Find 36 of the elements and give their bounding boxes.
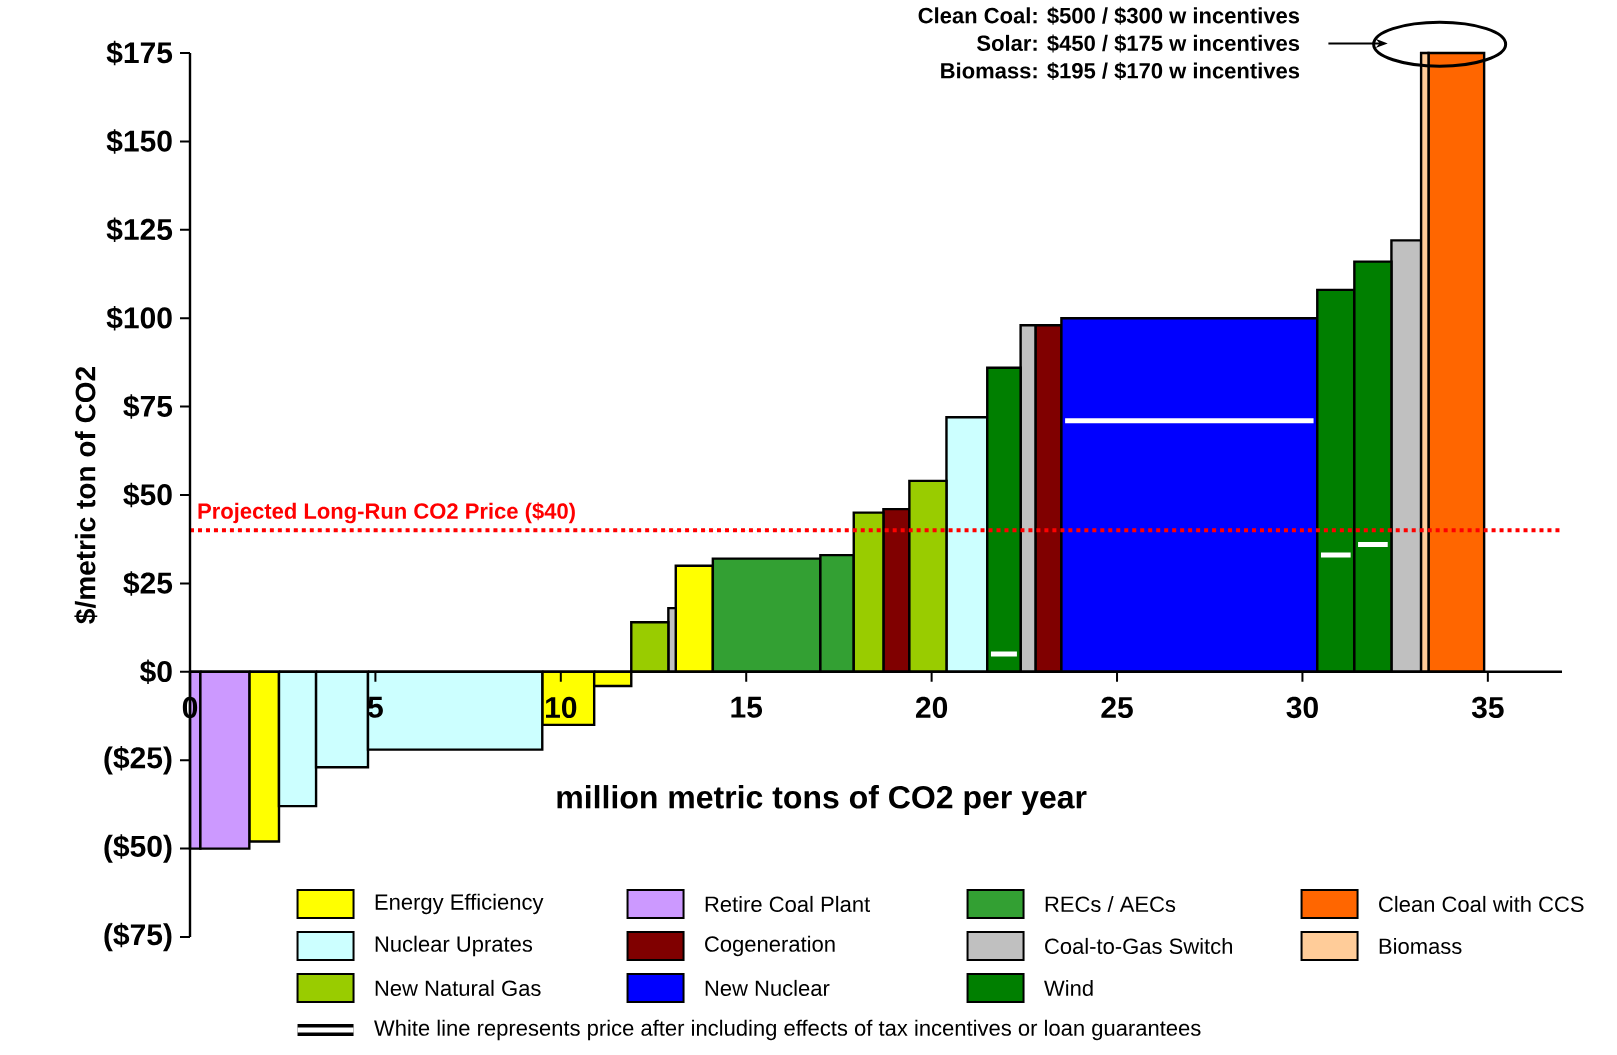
legend-label: RECs / AECs <box>1045 895 1176 913</box>
legend-label: Cogeneration <box>705 935 835 957</box>
x-tick-label: 15 <box>731 696 763 718</box>
y-tick-label: $125 <box>106 217 173 243</box>
y-tick-label: ($75) <box>104 922 172 952</box>
y-tick-label: $50 <box>123 482 172 508</box>
y-tick-label: $100 <box>106 305 172 331</box>
y-tick-label: $25 <box>123 571 173 596</box>
ref-line-label: Projected Long-Run CO2 Price ($40) <box>198 502 575 524</box>
text: Clean Coal: $500 / $300 w incentives <box>918 6 1300 25</box>
y-tick-label: $175 <box>106 40 173 66</box>
x-tick-label: 30 <box>1286 696 1318 719</box>
legend-label: White line represents price after including effects of tax incentives or loan guarantees <box>374 1019 1201 1041</box>
legend-label: New Natural Gas <box>375 979 541 997</box>
legend-label: Nuclear Uprates <box>375 935 533 957</box>
x-tick-label: 20 <box>915 696 948 719</box>
y-tick-label: ($25) <box>104 745 172 775</box>
y-axis-title: $/metric ton of CO2 <box>74 367 98 624</box>
legend-label: New Nuclear <box>705 979 830 997</box>
text: Solar: $450 / $175 w incentives <box>977 34 1300 53</box>
legend-label: Wind <box>1044 979 1093 997</box>
y-tick-label: ($50) <box>104 834 172 863</box>
y-tick-label: $0 <box>140 659 172 685</box>
x-tick-label: 10 <box>546 696 577 719</box>
y-tick-label: $150 <box>106 129 172 154</box>
x-tick-label: 35 <box>1471 696 1504 719</box>
legend-label: Retire Coal Plant <box>705 895 871 913</box>
legend-label: Coal-to-Gas Switch <box>1045 937 1232 955</box>
annotation: Biomass: $195 / $170 w incentives <box>941 62 1300 80</box>
legend-label: Clean Coal with CCS <box>1379 895 1584 913</box>
y-tick-label: $75 <box>123 394 173 419</box>
x-axis-title: million metric tons of CO2 per year <box>557 785 1087 815</box>
legend-label: Energy Efficiency <box>375 893 544 915</box>
x-tick-label: 5 <box>368 696 383 718</box>
legend-label: Biomass <box>1379 937 1462 955</box>
x-tick-label: 25 <box>1101 696 1133 719</box>
